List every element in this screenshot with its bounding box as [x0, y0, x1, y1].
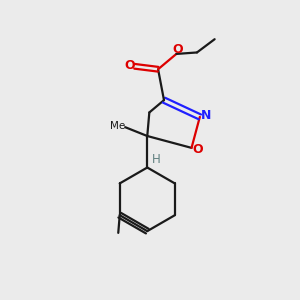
- Text: Me: Me: [110, 121, 125, 131]
- Text: N: N: [201, 109, 211, 122]
- Text: O: O: [172, 43, 183, 56]
- Text: H: H: [152, 153, 161, 166]
- Text: O: O: [193, 143, 203, 156]
- Text: O: O: [124, 59, 135, 72]
